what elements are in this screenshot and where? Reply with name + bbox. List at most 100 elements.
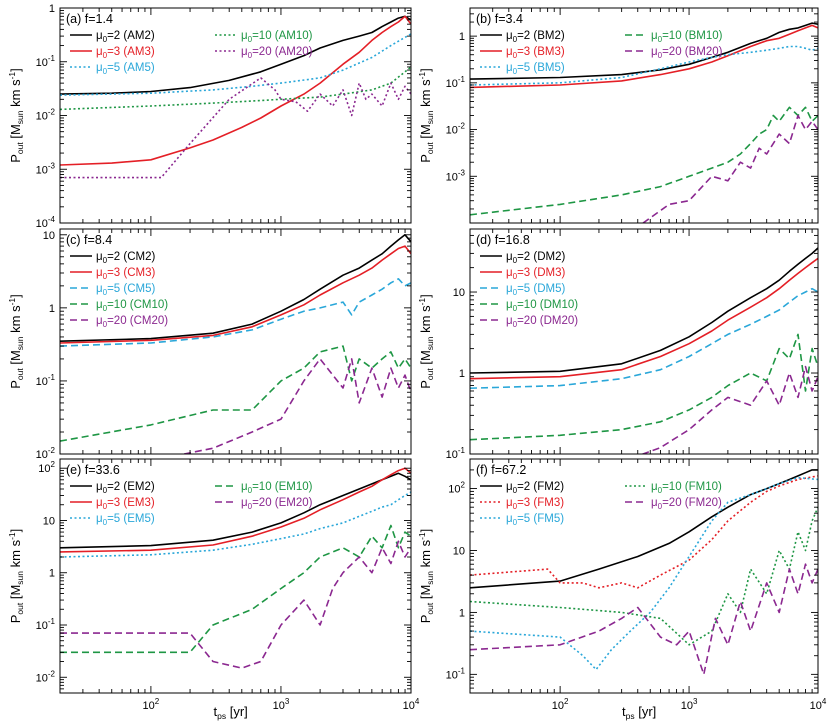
y-tick-label: 10-4: [36, 215, 56, 230]
legend-rest: =3 (CM3): [107, 267, 155, 279]
series-line-DM20: [640, 365, 818, 454]
legend-rest: =10 (EM10): [252, 481, 313, 493]
tick-base: 10: [43, 230, 55, 242]
legend-rest: =3 (DM3): [517, 267, 565, 279]
legend-rest: =5 (DM5): [517, 283, 565, 295]
ylabel-part: out: [15, 142, 25, 154]
ylabel-part: sun: [425, 571, 435, 585]
x-tick-label: 103: [681, 697, 698, 712]
legend-mu-sub: 0: [103, 51, 108, 60]
legend-mu-sub: 0: [513, 272, 518, 281]
legend-mu: μ: [96, 267, 103, 279]
legend-label-FM10: μ0=10 (FM10): [651, 481, 722, 495]
panel-title: (e) f=33.6: [66, 463, 120, 477]
legend-mu: μ: [506, 299, 513, 311]
ylabel-part: -1: [7, 298, 17, 306]
ylabel-part: [M: [8, 585, 23, 603]
legend-mu: μ: [651, 30, 658, 42]
legend-rest: =2 (EM2): [107, 481, 155, 493]
legend: μ0=2 (CM2)μ0=3 (CM3)μ0=5 (CM5)μ0=10 (CM1…: [70, 251, 168, 329]
tick-base: 10: [36, 164, 48, 176]
legend-rest: =10 (AM10): [252, 30, 313, 42]
legend-mu-sub: 0: [248, 35, 253, 44]
y-tick-label: 10-1: [446, 666, 466, 681]
tick-base: 10: [143, 700, 155, 712]
xlabel-unit: [yr]: [226, 704, 248, 719]
legend-mu-sub: 0: [658, 486, 663, 495]
ylabel-part: sun: [425, 110, 435, 124]
tick-exponent: -1: [48, 373, 56, 382]
x-axis-label: tps [yr]: [214, 704, 248, 721]
legend-rest: =2 (BM2): [517, 30, 565, 42]
series-line-DM10: [470, 333, 818, 441]
legend-label-CM5: μ0=5 (CM5): [96, 283, 156, 297]
legend-rest: =20 (DM20): [517, 315, 578, 327]
ylabel-part: -1: [7, 532, 17, 540]
xlabel-sub: ps: [626, 711, 635, 721]
legend-rest: =2 (DM2): [517, 251, 565, 263]
ylabel-part: km s: [418, 539, 433, 571]
y-tick-label: 10-2: [36, 108, 56, 123]
legend-label-EM3: μ0=3 (EM3): [96, 497, 155, 511]
xlabel-unit: [yr]: [635, 704, 657, 719]
tick-base: 10: [38, 463, 50, 475]
legend-label-DM10: μ0=10 (DM10): [506, 299, 578, 313]
legend-label-EM10: μ0=10 (EM10): [241, 481, 313, 495]
tick-base: 1: [49, 568, 55, 580]
legend-mu: μ: [506, 315, 513, 327]
legend-label-AM20: μ0=20 (AM20): [241, 46, 313, 60]
tick-base: 10: [36, 449, 48, 461]
y-axis-label: Pout [Msun km s-1]: [417, 68, 435, 163]
y-tick-label: 10-1: [446, 446, 466, 461]
legend-label-FM5: μ0=5 (FM5): [506, 513, 564, 527]
legend-rest: =3 (AM3): [107, 46, 155, 58]
legend-mu-sub: 0: [513, 518, 518, 527]
tick-base: 10: [810, 700, 822, 712]
series-line-AM10: [60, 66, 411, 111]
panel-title: (c) f=8.4: [66, 233, 112, 247]
legend-label-BM10: μ0=10 (BM10): [651, 30, 723, 44]
ylabel-part: sun: [15, 571, 25, 585]
series-line-DM5: [470, 287, 818, 389]
series-line-BM3: [470, 24, 818, 89]
tick-exponent: -4: [48, 215, 56, 224]
legend-mu: μ: [241, 30, 248, 42]
legend-rest: =20 (EM20): [252, 497, 313, 509]
tick-base: 10: [36, 672, 48, 684]
y-axis-label: Pout [Msun km s-1]: [7, 529, 25, 624]
y-axis-label: Pout [Msun km s-1]: [7, 68, 25, 163]
y-tick-label: 1: [459, 607, 465, 619]
ylabel-part: [M: [8, 124, 23, 142]
legend: μ0=2 (AM2)μ0=3 (AM3)μ0=5 (AM5)μ0=10 (AM1…: [70, 30, 313, 76]
tick-base: 10: [552, 700, 564, 712]
ylabel-part: -1: [417, 532, 427, 540]
ylabel-part: ]: [418, 68, 433, 72]
legend-mu-sub: 0: [658, 502, 663, 511]
ylabel-part: sun: [425, 336, 435, 350]
legend-mu: μ: [506, 497, 513, 509]
legend-mu-sub: 0: [513, 502, 518, 511]
series-line-EM20: [60, 540, 411, 669]
legend-mu: μ: [241, 481, 248, 493]
legend-mu: μ: [96, 299, 103, 311]
y-tick-label: 10-2: [36, 669, 56, 684]
tick-base: 10: [446, 669, 458, 681]
series-line-FM20: [470, 563, 818, 676]
tick-base: 1: [459, 368, 465, 380]
series-line-EM5: [60, 491, 411, 558]
tick-base: 10: [453, 287, 465, 299]
legend-label-BM20: μ0=20 (BM20): [651, 46, 723, 60]
tick-base: 10: [446, 171, 458, 183]
tick-exponent: -3: [458, 168, 466, 177]
legend-rest: =20 (FM20): [662, 497, 722, 509]
ylabel-part: P: [418, 380, 433, 389]
legend-mu-sub: 0: [103, 35, 108, 44]
ylabel-part: P: [418, 154, 433, 163]
legend-mu: μ: [241, 46, 248, 58]
y-tick-label: 1: [459, 31, 465, 43]
legend-mu: μ: [96, 283, 103, 295]
ylabel-part: -1: [417, 72, 427, 80]
panel-frame: [469, 458, 819, 694]
